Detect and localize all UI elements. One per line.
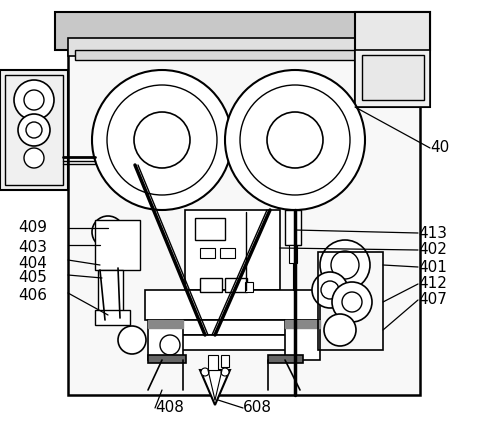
Circle shape: [324, 314, 356, 346]
Circle shape: [321, 281, 339, 299]
Circle shape: [26, 122, 42, 138]
Bar: [285, 320, 320, 328]
Bar: [95, 220, 140, 270]
Text: 608: 608: [243, 400, 272, 416]
Bar: [355, 50, 430, 107]
Bar: [285, 320, 320, 360]
Bar: [200, 278, 222, 292]
Bar: [185, 210, 280, 290]
Bar: [220, 248, 235, 258]
Circle shape: [100, 224, 116, 240]
Bar: [245, 282, 253, 292]
Circle shape: [118, 326, 146, 354]
Circle shape: [221, 368, 229, 376]
Circle shape: [92, 70, 232, 210]
Text: 408: 408: [155, 400, 184, 416]
Bar: [95, 310, 130, 325]
Bar: [362, 55, 424, 100]
Circle shape: [320, 240, 370, 290]
Circle shape: [134, 112, 190, 168]
Text: 401: 401: [418, 260, 447, 274]
Circle shape: [332, 282, 372, 322]
Bar: [208, 355, 218, 370]
Bar: [98, 270, 123, 318]
Circle shape: [201, 368, 209, 376]
Bar: [0, 70, 68, 190]
Bar: [145, 290, 320, 320]
Bar: [148, 355, 186, 363]
Bar: [148, 320, 183, 360]
Text: 409: 409: [18, 220, 47, 235]
Circle shape: [92, 216, 124, 248]
Polygon shape: [200, 370, 230, 405]
Bar: [5, 75, 63, 185]
Text: 413: 413: [418, 226, 447, 241]
Circle shape: [24, 90, 44, 110]
Circle shape: [342, 292, 362, 312]
Circle shape: [24, 148, 44, 168]
Bar: [165, 320, 300, 335]
Bar: [318, 252, 383, 350]
Text: 412: 412: [418, 276, 447, 292]
Bar: [355, 12, 430, 107]
Bar: [55, 12, 430, 50]
Bar: [268, 355, 303, 363]
Bar: [75, 50, 413, 60]
Bar: [148, 320, 183, 328]
Bar: [200, 248, 215, 258]
Bar: [225, 278, 247, 292]
Text: 404: 404: [18, 255, 47, 270]
Circle shape: [267, 112, 323, 168]
Text: 405: 405: [18, 270, 47, 286]
Circle shape: [160, 335, 180, 355]
Circle shape: [331, 251, 359, 279]
Bar: [221, 355, 229, 367]
Bar: [68, 38, 420, 56]
Bar: [285, 210, 301, 245]
Circle shape: [312, 272, 348, 308]
Circle shape: [18, 114, 50, 146]
Text: 407: 407: [418, 292, 447, 308]
Bar: [175, 335, 290, 350]
Circle shape: [107, 313, 117, 323]
Bar: [68, 12, 420, 395]
Bar: [289, 245, 297, 263]
Circle shape: [240, 85, 350, 195]
Circle shape: [14, 80, 54, 120]
Circle shape: [107, 85, 217, 195]
Circle shape: [225, 70, 365, 210]
Text: 40: 40: [430, 140, 449, 156]
Bar: [195, 218, 225, 240]
Text: 402: 402: [418, 242, 447, 257]
Text: 406: 406: [18, 288, 47, 302]
Text: 403: 403: [18, 241, 47, 255]
